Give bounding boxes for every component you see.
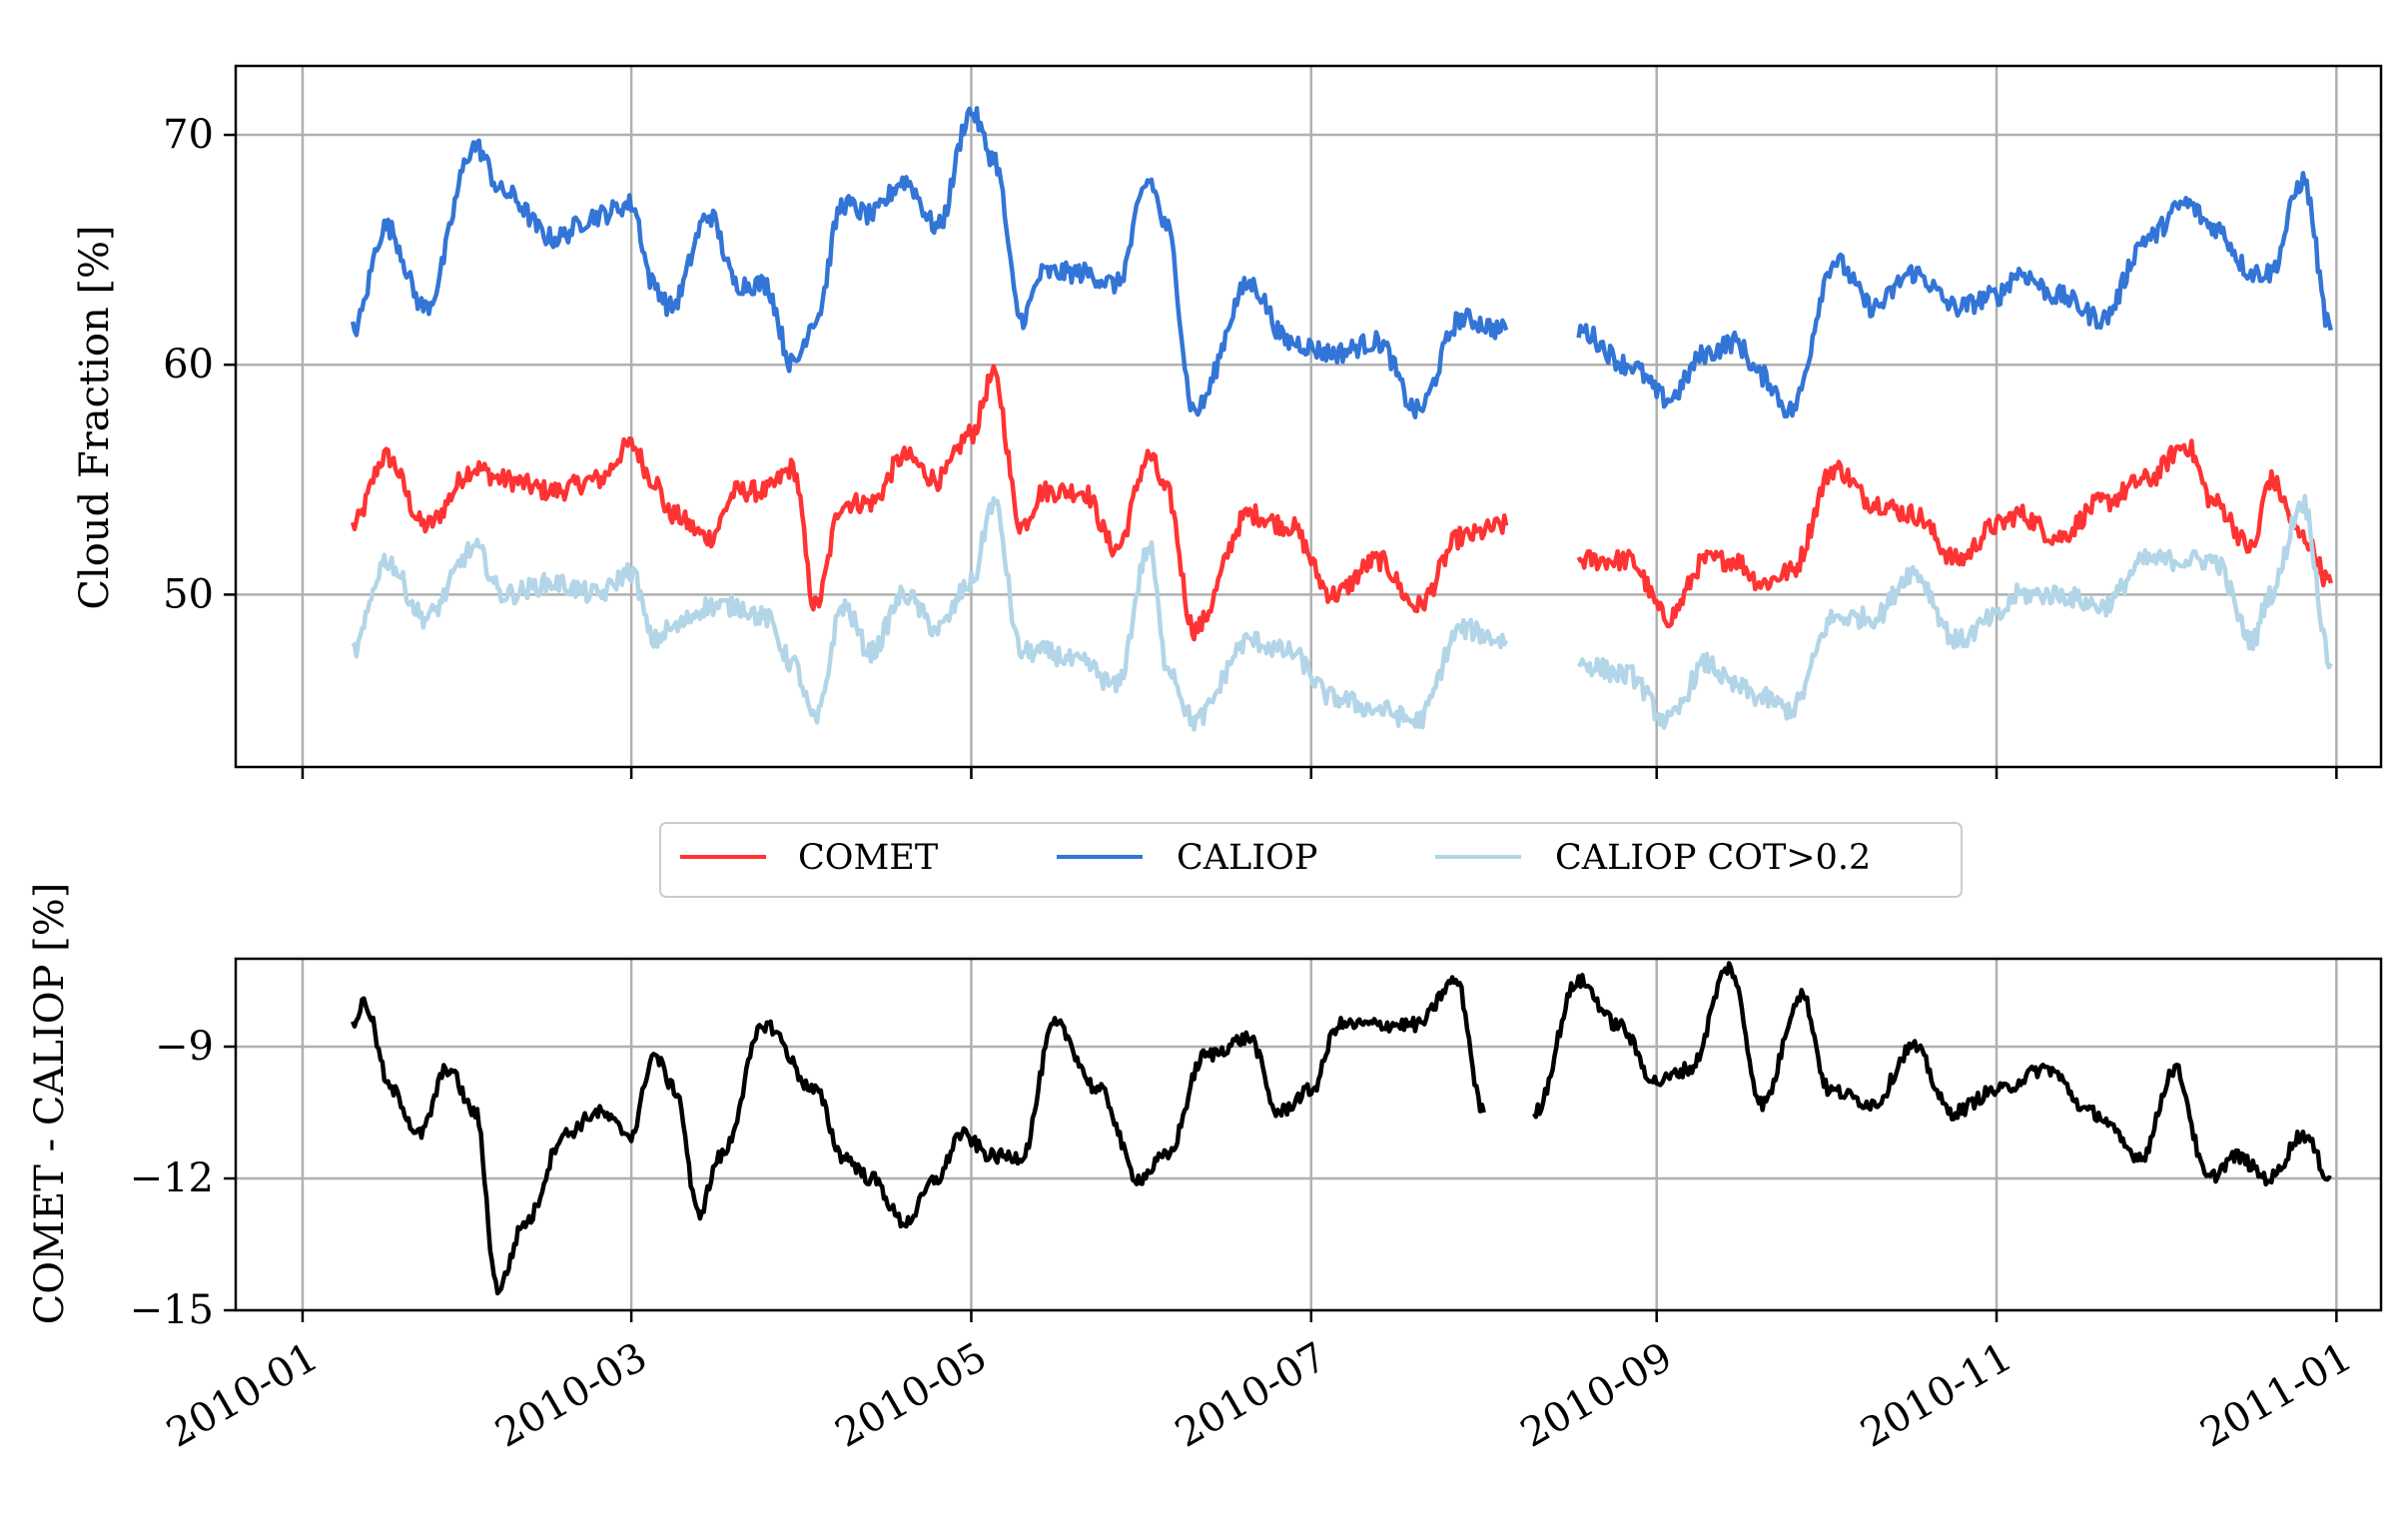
axes-frame-top	[234, 64, 2383, 769]
difference-panel: 2010-01 2010-03 2010-05 2010-07 2010-09 2010-…	[27, 883, 2383, 1457]
ticks-top: 50 60 70	[163, 112, 2338, 779]
legend-box	[659, 822, 1963, 898]
y-axis-label-bottom: COMET - CALIOP [%]	[27, 883, 73, 1325]
series-line-caliop-cot-0-2	[1576, 493, 2333, 730]
legend-label-caliop: CALIOP	[1177, 838, 1317, 878]
y-tick-label: −9	[155, 1024, 214, 1070]
legend-label-caliop-cot: CALIOP COT>0.2	[1555, 838, 1871, 878]
series-line-caliop	[350, 106, 1509, 419]
x-tick-label: 2010-01	[159, 1334, 326, 1457]
cloud-fraction-panel: 50 60 70 Cloud Fraction [%]	[72, 64, 2383, 779]
y-tick-label: −12	[130, 1155, 214, 1201]
y-tick-label: −15	[130, 1287, 214, 1333]
grid-top	[236, 66, 2381, 767]
axes-frame-bottom	[234, 957, 2383, 1312]
series-line-caliop-cot-0-2	[351, 495, 1509, 732]
x-tick-label: 2010-05	[828, 1334, 995, 1457]
y-tick-label: 60	[163, 342, 214, 387]
y-tick-label: 50	[163, 571, 214, 617]
x-tick-label: 2011-01	[2193, 1334, 2360, 1457]
x-tick-label: 2010-03	[488, 1334, 655, 1457]
series-line-difference	[351, 975, 1486, 1296]
grid-bottom	[236, 959, 2381, 1312]
y-tick-label: 70	[163, 112, 214, 158]
series-line-comet	[1576, 438, 2333, 629]
series-line-caliop	[1576, 171, 2333, 419]
series-bottom	[351, 961, 2332, 1296]
legend-label-comet: COMET	[798, 838, 938, 878]
x-tick-label: 2010-07	[1168, 1334, 1334, 1457]
x-tick-label: 2010-11	[1853, 1334, 2019, 1457]
series-line-difference	[1532, 961, 2332, 1187]
y-axis-label-top: Cloud Fraction [%]	[72, 225, 118, 609]
series-line-comet	[351, 364, 1509, 642]
x-tick-label: 2010-09	[1513, 1334, 1680, 1457]
series-top	[350, 106, 2333, 732]
legend: COMET CALIOP CALIOP COT>0.2	[659, 822, 1963, 898]
